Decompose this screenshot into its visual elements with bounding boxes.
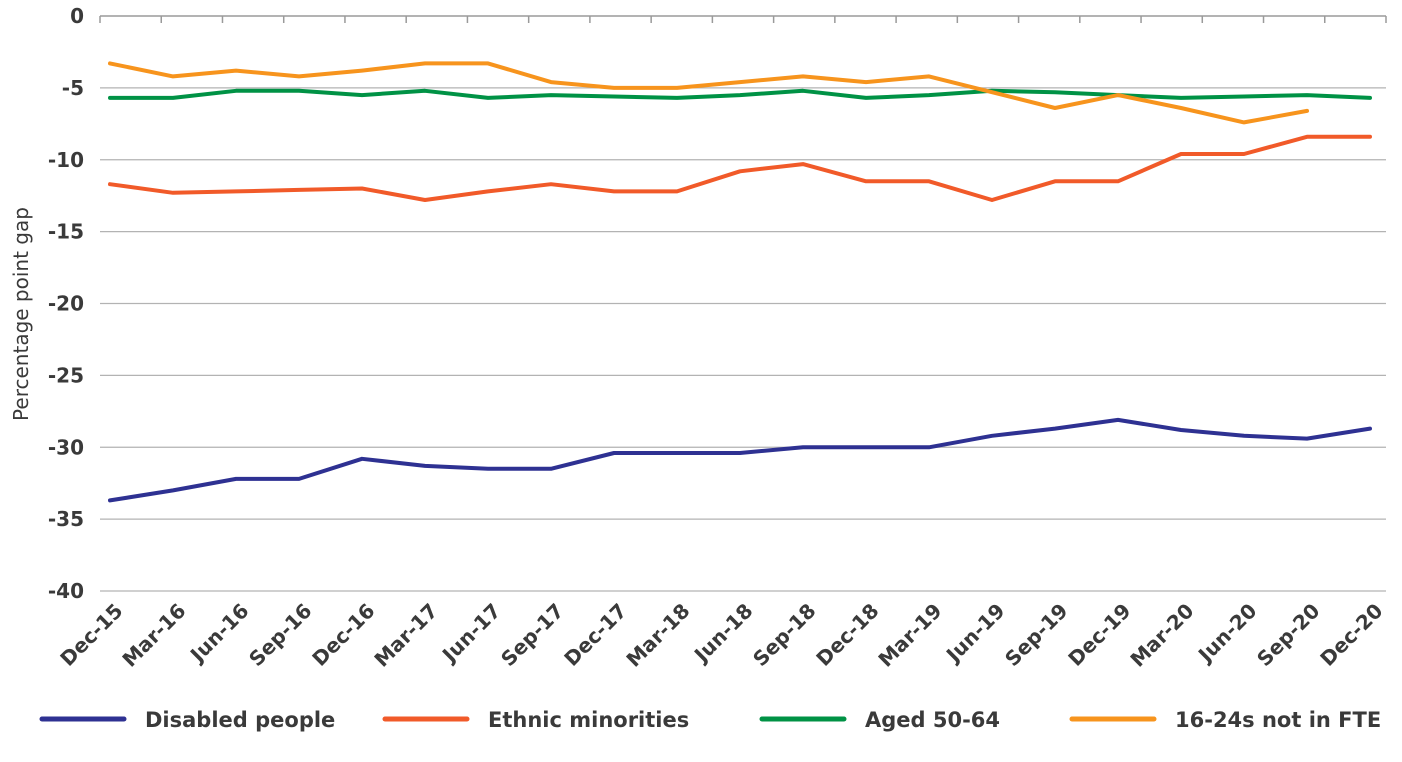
legend-label: Disabled people <box>145 708 335 732</box>
x-tick-label: Sep-20 <box>1252 599 1324 671</box>
x-tick-label: Dec-16 <box>307 599 379 671</box>
x-tick-label: Jun-18 <box>688 599 757 668</box>
series-line-1 <box>108 417 1372 503</box>
y-axis-label: Percentage point gap <box>9 207 33 421</box>
y-tick-label: -30 <box>48 435 84 459</box>
x-tick-label: Dec-18 <box>811 599 883 671</box>
y-tick-label: -5 <box>62 76 84 100</box>
x-tick-label: Jun-16 <box>184 599 253 668</box>
legend-label: Ethnic minorities <box>488 708 689 732</box>
y-tick-label: -10 <box>48 148 84 172</box>
x-tick-label: Dec-17 <box>559 599 631 671</box>
y-axis-ticks: 0 -5 -10 -15 -20 -25 -30 -35 -40 <box>48 4 84 603</box>
x-tick-label: Mar-17 <box>369 599 442 672</box>
x-tick-label: Sep-18 <box>748 599 820 671</box>
x-tick-label: Dec-20 <box>1315 599 1387 671</box>
y-tick-label: -15 <box>48 220 84 244</box>
x-tick-label: Mar-19 <box>873 599 946 672</box>
series-lines <box>108 61 1372 503</box>
gridlines <box>100 87 1386 592</box>
series-line-2 <box>108 134 1372 202</box>
x-tick-label: Jun-20 <box>1192 599 1261 668</box>
x-tick-label: Mar-18 <box>621 599 694 672</box>
series-line-3 <box>108 88 1372 100</box>
y-tick-label: -35 <box>48 507 84 531</box>
x-axis: Dec-15Mar-16Jun-16Sep-16Dec-16Mar-17Jun-… <box>55 15 1388 672</box>
x-tick-label: Sep-17 <box>496 599 568 671</box>
series-line-4 <box>108 61 1309 125</box>
x-tick-label: Dec-15 <box>55 599 127 671</box>
y-tick-label: -20 <box>48 292 84 316</box>
x-tick-label: Mar-16 <box>117 599 190 672</box>
y-tick-label: -40 <box>48 579 84 603</box>
legend-label: Aged 50-64 <box>865 708 1000 732</box>
x-tick-label: Sep-16 <box>244 599 316 671</box>
x-tick-label: Dec-19 <box>1063 599 1135 671</box>
y-tick-label: -25 <box>48 363 84 387</box>
y-tick-label: 0 <box>70 4 84 28</box>
x-tick-label: Jun-19 <box>940 599 1009 668</box>
legend: Disabled people Ethnic minorities Aged 50-… <box>39 708 1381 732</box>
x-tick-label: Jun-17 <box>436 599 505 668</box>
x-tick-label: Sep-19 <box>1000 599 1072 671</box>
legend-label: 16-24s not in FTE <box>1175 708 1381 732</box>
x-tick-label: Mar-20 <box>1125 599 1198 672</box>
